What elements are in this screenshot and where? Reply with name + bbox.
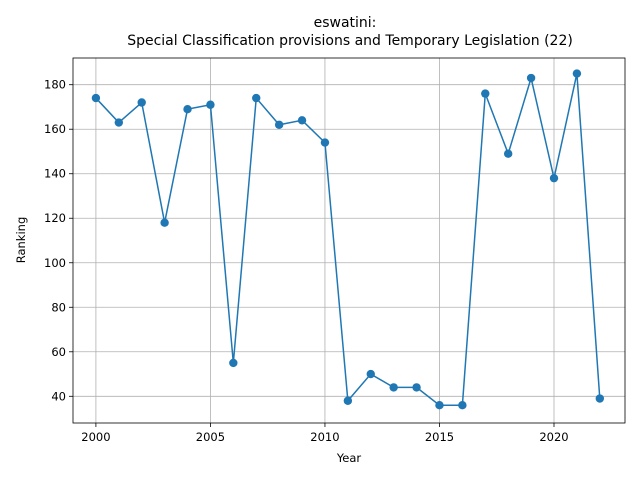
- data-point: [595, 394, 605, 403]
- data-point: [503, 149, 513, 158]
- y-axis-label: Ranking: [14, 217, 28, 264]
- y-tick-label: 60: [51, 345, 66, 359]
- y-tick-label: 160: [44, 122, 66, 136]
- data-point: [183, 104, 192, 114]
- data-point: [343, 396, 353, 405]
- data-point: [229, 358, 238, 368]
- data-point: [297, 116, 307, 125]
- data-point: [160, 218, 169, 227]
- data-point: [274, 120, 284, 129]
- x-tick-label: 2010: [310, 430, 339, 444]
- data-point: [91, 93, 101, 103]
- data-point: [458, 400, 467, 410]
- y-tick-label: 40: [51, 389, 66, 403]
- grid-lines: [73, 58, 625, 423]
- data-point: [137, 98, 146, 107]
- y-tick-label: 180: [44, 78, 66, 92]
- data-point: [252, 93, 261, 103]
- data-point: [206, 100, 215, 109]
- chart-title-line-1: eswatini:: [314, 15, 377, 31]
- data-point: [389, 383, 398, 392]
- data-point: [435, 400, 444, 410]
- chart-title-line-2: Special Classification provisions and Te…: [127, 33, 573, 49]
- y-tick-label: 120: [44, 211, 66, 225]
- x-tick-label: 2015: [425, 430, 454, 444]
- axis-ticks: 2000 2005 2010 2015 2020 40 60 80 100 120 140 160 18…: [44, 78, 569, 444]
- data-point: [549, 173, 559, 183]
- y-tick-label: 100: [44, 256, 66, 270]
- plot-frame: [72, 57, 626, 424]
- series-ranking: [91, 69, 605, 410]
- x-tick-label: 2020: [539, 430, 568, 444]
- data-point: [412, 383, 421, 392]
- x-axis-label: Year: [336, 451, 362, 465]
- data-point: [366, 369, 375, 379]
- y-tick-label: 80: [51, 300, 66, 314]
- data-point: [114, 118, 124, 127]
- data-point: [526, 73, 536, 83]
- data-point: [481, 89, 490, 98]
- data-point: [572, 69, 582, 78]
- y-tick-label: 140: [44, 167, 66, 181]
- data-point: [320, 138, 330, 147]
- x-tick-label: 2000: [81, 430, 110, 444]
- x-tick-label: 2005: [196, 430, 225, 444]
